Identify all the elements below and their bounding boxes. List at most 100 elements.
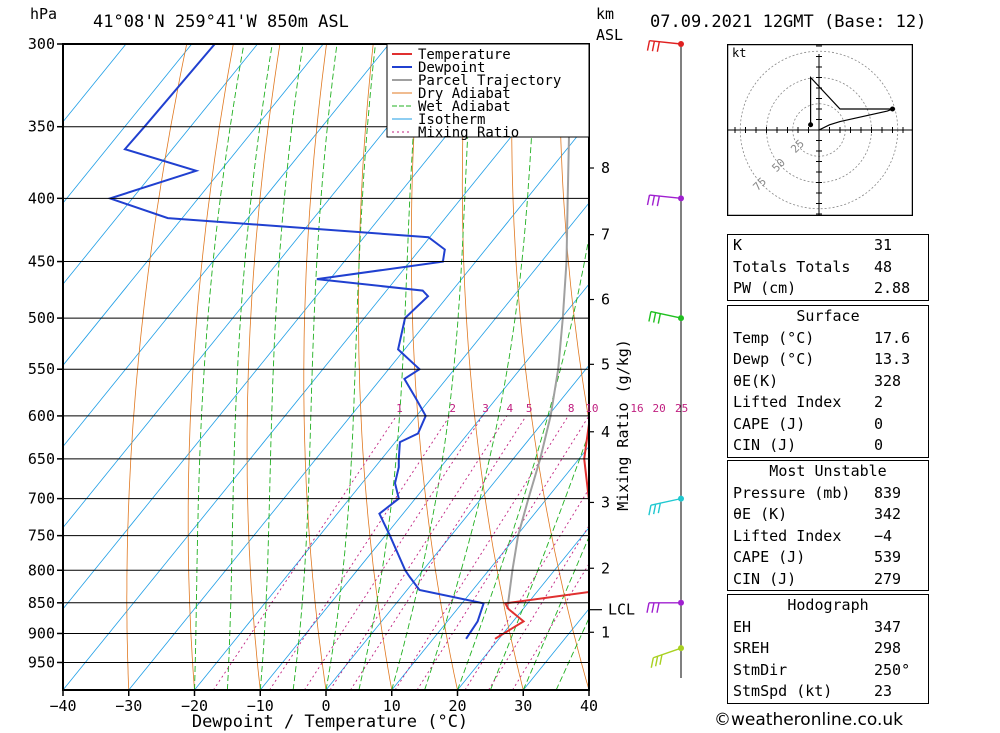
parcel-trajectory-line bbox=[506, 78, 571, 610]
mixing-ratio-tick-label: 10 bbox=[585, 402, 598, 415]
footer-credit: ©weatheronline.co.uk bbox=[714, 710, 904, 730]
pressure-tick-label: 600 bbox=[28, 407, 55, 425]
wet-adiabat-line bbox=[259, 44, 304, 690]
mixing-ratio-tick-label: 2 bbox=[449, 402, 456, 415]
wind-barb bbox=[646, 599, 684, 613]
height-km-label: 7 bbox=[601, 226, 610, 244]
wet-adiabat-line bbox=[522, 535, 589, 690]
wet-adiabat-line bbox=[489, 431, 589, 690]
wet-adiabat-line bbox=[194, 44, 245, 690]
table-row: Pressure (mb) 839 bbox=[728, 483, 928, 505]
table-row: EH 347 bbox=[728, 617, 928, 639]
dry-adiabat-line bbox=[303, 44, 327, 690]
mixing-ratio-line bbox=[329, 415, 508, 690]
x-tick-label: 20 bbox=[448, 697, 466, 715]
row-value: 48 bbox=[874, 257, 893, 276]
isotherm-line bbox=[63, 44, 587, 690]
indices-table: K 31 Totals Totals 48 PW (cm) 2.88 bbox=[727, 234, 929, 301]
hodograph-unit: kt bbox=[732, 46, 746, 60]
row-key: CIN (J) bbox=[733, 436, 797, 454]
x-tick-label: −10 bbox=[247, 697, 274, 715]
pressure-tick-label: 300 bbox=[28, 35, 55, 53]
x-tick-label: 30 bbox=[514, 697, 532, 715]
location-title: 41°08'N 259°41'W 850m ASL bbox=[93, 12, 349, 32]
mixing-ratio-tick-label: 1 bbox=[396, 402, 403, 415]
dry-adiabat-line bbox=[246, 44, 281, 690]
x-tick-label: −40 bbox=[49, 697, 76, 715]
isotherm-line bbox=[63, 44, 521, 610]
hodograph-point bbox=[890, 106, 895, 112]
mixing-ratio-tick-label: 16 bbox=[630, 402, 643, 415]
x-axis-label: Dewpoint / Temperature (°C) bbox=[192, 712, 468, 732]
table-row: StmDir 250° bbox=[728, 660, 928, 682]
height-km-label: 3 bbox=[601, 493, 610, 511]
mixing-ratio-label: Mixing Ratio (g/kg) bbox=[614, 339, 632, 511]
mixing-ratio-tick-label: 3 bbox=[482, 402, 489, 415]
table-row: StmSpd (kt) 23 bbox=[728, 681, 928, 703]
height-km-label: 8 bbox=[601, 159, 610, 177]
pressure-tick-label: 400 bbox=[28, 189, 55, 207]
mixing-ratio-line bbox=[304, 415, 483, 690]
row-value: 23 bbox=[874, 682, 893, 700]
table-row: CIN (J) 279 bbox=[728, 569, 928, 591]
mixing-ratio-line bbox=[488, 524, 589, 690]
row-value: 298 bbox=[874, 639, 902, 657]
isotherm-line bbox=[63, 44, 456, 529]
height-km-label: 6 bbox=[601, 291, 610, 309]
row-key: θE(K) bbox=[733, 371, 779, 390]
dry-adiabat-line bbox=[358, 44, 393, 690]
wind-barb bbox=[646, 194, 684, 207]
wet-adiabat-line bbox=[325, 44, 376, 690]
wet-adiabat-line bbox=[226, 44, 273, 690]
table-row: Temp (°C) 17.6 bbox=[728, 328, 928, 350]
pressure-tick-label: 500 bbox=[28, 309, 55, 327]
table-row: CIN (J) 0 bbox=[728, 435, 928, 457]
asl-label: ASL bbox=[596, 26, 624, 44]
pressure-tick-label: 350 bbox=[28, 118, 55, 136]
legend-entry: Temperature bbox=[418, 47, 511, 63]
isotherm-line bbox=[63, 44, 258, 285]
wind-barb bbox=[648, 495, 684, 516]
pressure-tick-label: 950 bbox=[28, 653, 55, 671]
table-row: θE(K) 328 bbox=[728, 371, 928, 393]
isotherm-line bbox=[63, 44, 324, 366]
legend-entry: Isotherm bbox=[418, 112, 485, 128]
hodograph-table: Hodograph EH 347 SREH 298 StmDir 250° StmSpd (… bbox=[727, 594, 929, 704]
table-row: θE (K) 342 bbox=[728, 504, 928, 526]
pressure-tick-label: 450 bbox=[28, 253, 55, 271]
mixing-ratio-tick-label: 20 bbox=[653, 402, 666, 415]
pressure-tick-label: 850 bbox=[28, 594, 55, 612]
mixing-ratio-line bbox=[416, 415, 589, 690]
height-km-label: 1 bbox=[601, 623, 610, 641]
row-key: StmDir bbox=[733, 660, 788, 679]
row-value: 839 bbox=[874, 483, 902, 502]
row-value: 17.6 bbox=[874, 328, 911, 347]
table-row: Dewp (°C) 13.3 bbox=[728, 349, 928, 371]
most-unstable-title: Most Unstable bbox=[769, 462, 887, 480]
mixing-ratio-tick-label: 8 bbox=[568, 402, 575, 415]
isotherm-line bbox=[391, 445, 589, 690]
height-km-label: 2 bbox=[601, 559, 610, 577]
dry-adiabat-line bbox=[979, 44, 1000, 690]
isotherm-line bbox=[128, 121, 589, 690]
mixing-ratio-tick-label: 25 bbox=[675, 402, 688, 415]
hodograph-title: Hodograph bbox=[787, 596, 869, 614]
pressure-tick-label: 750 bbox=[28, 527, 55, 545]
row-key: CAPE (J) bbox=[733, 414, 806, 433]
mixing-ratio-line bbox=[350, 415, 527, 690]
pressure-tick-label: 550 bbox=[28, 360, 55, 378]
legend-entry: Dry Adiabat bbox=[418, 86, 511, 102]
isotherm-line bbox=[259, 283, 589, 690]
row-key: Pressure (mb) bbox=[733, 483, 851, 502]
x-tick-label: 40 bbox=[580, 697, 598, 715]
wind-barb bbox=[648, 310, 684, 324]
row-key: CAPE (J) bbox=[733, 548, 806, 566]
dewpoint-line bbox=[106, 44, 485, 640]
height-km-label: 5 bbox=[601, 355, 610, 373]
most-unstable-table: Most Unstable Pressure (mb) 839 θE (K) 342 L… bbox=[727, 460, 929, 591]
wet-adiabat-line bbox=[292, 44, 338, 690]
row-key: Lifted Index bbox=[733, 393, 842, 411]
row-key: K bbox=[733, 236, 743, 254]
